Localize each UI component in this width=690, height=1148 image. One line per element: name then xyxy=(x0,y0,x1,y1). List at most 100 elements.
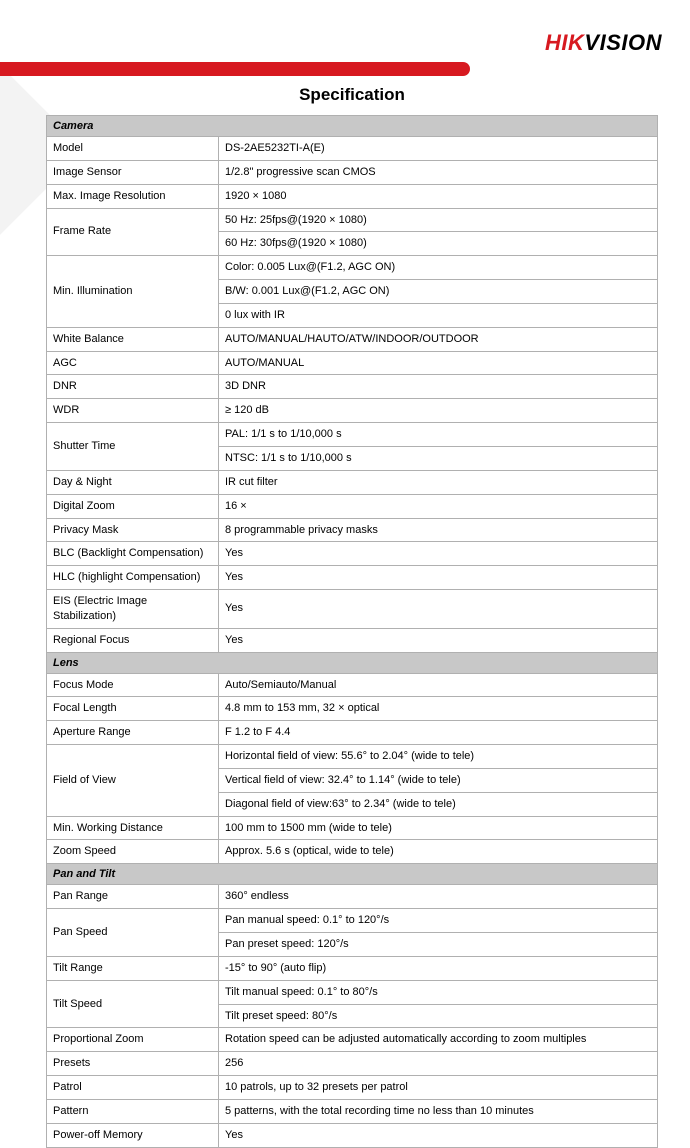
spec-label: Power-off Memory xyxy=(47,1123,219,1147)
spec-value: Rotation speed can be adjusted automatic… xyxy=(219,1028,658,1052)
table-row: Shutter TimePAL: 1/1 s to 1/10,000 s xyxy=(47,423,658,447)
spec-label: Max. Image Resolution xyxy=(47,184,219,208)
spec-label: Regional Focus xyxy=(47,628,219,652)
spec-label: Presets xyxy=(47,1052,219,1076)
spec-value: Yes xyxy=(219,542,658,566)
spec-label: Aperture Range xyxy=(47,721,219,745)
spec-value: Auto/Semiauto/Manual xyxy=(219,673,658,697)
spec-table-body: CameraModelDS-2AE5232TI-A(E)Image Sensor… xyxy=(47,116,658,1148)
spec-value: 8 programmable privacy masks xyxy=(219,518,658,542)
brand-part2: VISION xyxy=(584,30,662,55)
table-row: Tilt Range-15° to 90° (auto flip) xyxy=(47,956,658,980)
spec-label: Min. Working Distance xyxy=(47,816,219,840)
spec-label: AGC xyxy=(47,351,219,375)
spec-label: WDR xyxy=(47,399,219,423)
table-row: Focal Length4.8 mm to 153 mm, 32 × optic… xyxy=(47,697,658,721)
section-header: Camera xyxy=(47,116,658,137)
spec-label: Digital Zoom xyxy=(47,494,219,518)
spec-label: BLC (Backlight Compensation) xyxy=(47,542,219,566)
spec-value: B/W: 0.001 Lux@(F1.2, AGC ON) xyxy=(219,280,658,304)
table-row: Pan SpeedPan manual speed: 0.1° to 120°/… xyxy=(47,909,658,933)
page-title: Specification xyxy=(46,85,658,105)
spec-value: Yes xyxy=(219,566,658,590)
spec-label: Tilt Speed xyxy=(47,980,219,1028)
spec-value: 10 patrols, up to 32 presets per patrol xyxy=(219,1076,658,1100)
table-row: Proportional ZoomRotation speed can be a… xyxy=(47,1028,658,1052)
table-row: Power-off MemoryYes xyxy=(47,1123,658,1147)
spec-value: ≥ 120 dB xyxy=(219,399,658,423)
table-row: Field of ViewHorizontal field of view: 5… xyxy=(47,745,658,769)
spec-label: Day & Night xyxy=(47,470,219,494)
spec-value: Color: 0.005 Lux@(F1.2, AGC ON) xyxy=(219,256,658,280)
spec-label: Min. Illumination xyxy=(47,256,219,328)
brand-part1: HIK xyxy=(545,30,584,55)
spec-value: 0 lux with IR xyxy=(219,303,658,327)
table-row: Tilt SpeedTilt manual speed: 0.1° to 80°… xyxy=(47,980,658,1004)
table-row: Focus ModeAuto/Semiauto/Manual xyxy=(47,673,658,697)
spec-label: Tilt Range xyxy=(47,956,219,980)
spec-value: Pan preset speed: 120°/s xyxy=(219,933,658,957)
spec-value: -15° to 90° (auto flip) xyxy=(219,956,658,980)
table-row: White BalanceAUTO/MANUAL/HAUTO/ATW/INDOO… xyxy=(47,327,658,351)
spec-value: NTSC: 1/1 s to 1/10,000 s xyxy=(219,446,658,470)
spec-label: Proportional Zoom xyxy=(47,1028,219,1052)
spec-label: Pan Range xyxy=(47,885,219,909)
spec-value: Yes xyxy=(219,628,658,652)
spec-value: Pan manual speed: 0.1° to 120°/s xyxy=(219,909,658,933)
spec-value: Approx. 5.6 s (optical, wide to tele) xyxy=(219,840,658,864)
brand-logo: HIKVISION xyxy=(545,30,662,56)
table-row: Max. Image Resolution1920 × 1080 xyxy=(47,184,658,208)
spec-value: 1920 × 1080 xyxy=(219,184,658,208)
spec-table: CameraModelDS-2AE5232TI-A(E)Image Sensor… xyxy=(46,115,658,1148)
spec-value: Yes xyxy=(219,1123,658,1147)
spec-value: Diagonal field of view:63° to 2.34° (wid… xyxy=(219,792,658,816)
red-accent-bar xyxy=(0,62,470,76)
spec-value: Tilt preset speed: 80°/s xyxy=(219,1004,658,1028)
spec-label: White Balance xyxy=(47,327,219,351)
spec-value: Tilt manual speed: 0.1° to 80°/s xyxy=(219,980,658,1004)
spec-label: Model xyxy=(47,137,219,161)
spec-value: F 1.2 to F 4.4 xyxy=(219,721,658,745)
table-row: Zoom SpeedApprox. 5.6 s (optical, wide t… xyxy=(47,840,658,864)
table-row: Image Sensor1/2.8" progressive scan CMOS xyxy=(47,160,658,184)
spec-value: 4.8 mm to 153 mm, 32 × optical xyxy=(219,697,658,721)
spec-value: 3D DNR xyxy=(219,375,658,399)
spec-label: Privacy Mask xyxy=(47,518,219,542)
table-row: Privacy Mask8 programmable privacy masks xyxy=(47,518,658,542)
spec-value: 50 Hz: 25fps@(1920 × 1080) xyxy=(219,208,658,232)
table-row: Min. Working Distance100 mm to 1500 mm (… xyxy=(47,816,658,840)
table-row: HLC (highlight Compensation)Yes xyxy=(47,566,658,590)
spec-label: EIS (Electric Image Stabilization) xyxy=(47,590,219,629)
spec-value: 100 mm to 1500 mm (wide to tele) xyxy=(219,816,658,840)
spec-label: Patrol xyxy=(47,1076,219,1100)
table-row: BLC (Backlight Compensation)Yes xyxy=(47,542,658,566)
table-row: Pan Range360° endless xyxy=(47,885,658,909)
section-header: Pan and Tilt xyxy=(47,864,658,885)
spec-label: Shutter Time xyxy=(47,423,219,471)
spec-value: AUTO/MANUAL/HAUTO/ATW/INDOOR/OUTDOOR xyxy=(219,327,658,351)
table-row: Pattern5 patterns, with the total record… xyxy=(47,1099,658,1123)
spec-value: 256 xyxy=(219,1052,658,1076)
table-row: Patrol10 patrols, up to 32 presets per p… xyxy=(47,1076,658,1100)
spec-label: Focus Mode xyxy=(47,673,219,697)
table-row: ModelDS-2AE5232TI-A(E) xyxy=(47,137,658,161)
spec-value: PAL: 1/1 s to 1/10,000 s xyxy=(219,423,658,447)
spec-value: 5 patterns, with the total recording tim… xyxy=(219,1099,658,1123)
table-row: Regional FocusYes xyxy=(47,628,658,652)
table-row: EIS (Electric Image Stabilization)Yes xyxy=(47,590,658,629)
spec-value: 60 Hz: 30fps@(1920 × 1080) xyxy=(219,232,658,256)
spec-value: Horizontal field of view: 55.6° to 2.04°… xyxy=(219,745,658,769)
table-row: Frame Rate50 Hz: 25fps@(1920 × 1080) xyxy=(47,208,658,232)
spec-label: Frame Rate xyxy=(47,208,219,256)
table-row: Aperture RangeF 1.2 to F 4.4 xyxy=(47,721,658,745)
spec-value: 16 × xyxy=(219,494,658,518)
spec-value: 360° endless xyxy=(219,885,658,909)
spec-label: Zoom Speed xyxy=(47,840,219,864)
table-row: AGCAUTO/MANUAL xyxy=(47,351,658,375)
table-row: Digital Zoom16 × xyxy=(47,494,658,518)
spec-value: Vertical field of view: 32.4° to 1.14° (… xyxy=(219,768,658,792)
spec-value: IR cut filter xyxy=(219,470,658,494)
table-row: Presets256 xyxy=(47,1052,658,1076)
spec-label: Focal Length xyxy=(47,697,219,721)
spec-value: DS-2AE5232TI-A(E) xyxy=(219,137,658,161)
